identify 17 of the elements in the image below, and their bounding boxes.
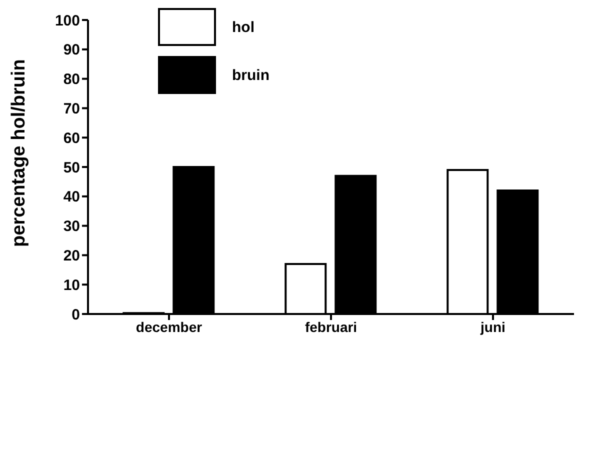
x-tick-label: juni — [480, 318, 506, 335]
y-tick-label: 90 — [63, 42, 80, 59]
y-tick-label: 80 — [63, 71, 80, 88]
y-tick-label: 60 — [63, 130, 80, 147]
y-tick-label: 30 — [63, 218, 80, 236]
x-tick-label: december — [136, 318, 203, 335]
y-tick-label: 20 — [63, 248, 80, 265]
y-tick-label: 0 — [72, 306, 80, 324]
y-axis-title: percentage hol/bruin — [8, 59, 30, 247]
y-tick-label: 50 — [63, 159, 80, 176]
legend-label: hol — [232, 18, 254, 36]
y-tick-label: 10 — [63, 276, 80, 294]
y-tick-label: 70 — [63, 100, 80, 118]
x-tick-label: februari — [304, 318, 358, 335]
y-tick-label: 40 — [63, 188, 80, 206]
legend-label: bruin — [232, 66, 270, 84]
y-tick-label: 100 — [54, 12, 80, 30]
